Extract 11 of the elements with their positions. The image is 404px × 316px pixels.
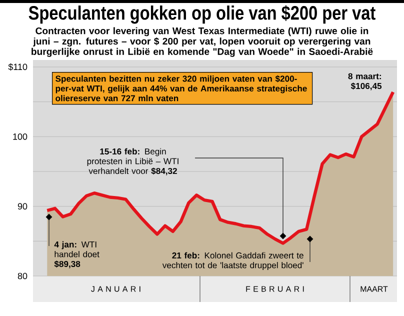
y-tick-label: 100: [13, 133, 28, 140]
annotation: 21 feb: Kolonel Gaddafi zweert te vechten tot de 'laatste druppel bloed': [162, 252, 304, 270]
annotation: Speculanten bezitten nu zeker 320 miljoen vaten van $200-per-vat WTI, gelijk aan 44% van de Amerikaanse strategische oliereserve van 727 mln vaten: [56, 75, 307, 102]
chart-title: Speculanten gokken op olie van $200 per vat: [28, 5, 376, 24]
annotation: 4 jan: WTI handel doet $89,38: [54, 241, 100, 268]
annotation: 8 maart: $106,45: [348, 73, 382, 90]
y-tick-label: 90: [18, 203, 28, 210]
annotation: 15-16 feb: Begin protesten in Libië – WTI verhandelt voor $84,32: [87, 148, 178, 176]
y-tick-label: $110: [8, 63, 28, 71]
chart-subtitle: Contracten voor levering van West Texas Intermediate (WTI) ruwe olie in juni – zgn. futures – voor $ 200 per vat, lopen vooruit op verergering van burgerlijke onrust in Libië en komende "Dag van Woede" in Saoedi-Arabië: [32, 27, 373, 57]
y-tick-label: 80: [18, 272, 28, 280]
